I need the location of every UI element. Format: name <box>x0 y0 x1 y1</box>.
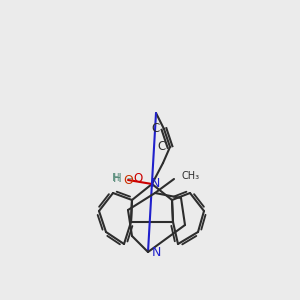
Text: O: O <box>123 173 133 187</box>
Text: H: H <box>112 173 120 183</box>
Text: CH₃: CH₃ <box>182 171 200 181</box>
Text: N: N <box>150 177 160 190</box>
Text: –: – <box>126 173 132 183</box>
Text: C: C <box>152 122 160 134</box>
Text: C: C <box>158 140 166 154</box>
Text: O: O <box>133 172 142 184</box>
Text: N: N <box>152 245 161 259</box>
Text: H: H <box>112 172 122 185</box>
